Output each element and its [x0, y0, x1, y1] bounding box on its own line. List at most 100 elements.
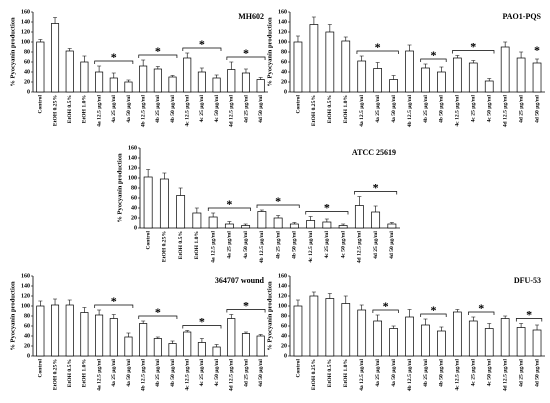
bracket [420, 313, 447, 317]
bar [325, 298, 335, 357]
bar [241, 72, 250, 93]
significance-star: * [226, 197, 232, 211]
y-tick-label: 20 [24, 343, 30, 349]
y-tick-label: 120 [278, 293, 287, 299]
error-bar [141, 320, 146, 324]
y-tick-label: 0 [27, 353, 30, 359]
y-tick-label: 60 [24, 59, 30, 65]
x-tick-label: 4d 50 μg/ml [534, 359, 540, 387]
error-bar [229, 61, 234, 70]
bar [109, 77, 118, 93]
y-tick-label: 160 [278, 9, 287, 15]
x-tick-label: EtOH 1.0% [343, 95, 349, 124]
error-bar [295, 299, 300, 306]
x-tick-label: EtOH 0.25% [162, 231, 168, 262]
bar [273, 217, 283, 229]
x-tick-label: 4a 50 μg/ml [391, 359, 397, 387]
bar [453, 311, 462, 357]
bar [65, 304, 74, 357]
bracket [94, 304, 134, 308]
significance-star: * [324, 200, 330, 214]
x-tick-label: 4c 50 μg/ml [214, 359, 220, 387]
y-tick-label: 100 [21, 39, 30, 45]
significance-star: * [383, 299, 389, 313]
error-bar [243, 223, 248, 226]
bar [212, 77, 221, 93]
x-tick-label: 4c 25 μg/ml [324, 231, 330, 259]
x-tick-label: 4c 25 μg/ml [471, 359, 477, 387]
bar [153, 338, 162, 357]
error-bar [111, 314, 116, 319]
x-tick-label: 4c 25 μg/ml [199, 359, 205, 387]
error-bar [455, 55, 460, 58]
x-tick-label: 4d 12.5 μg/ml [502, 359, 508, 392]
bar [208, 216, 218, 229]
x-tick-label: 4b 25 μg/ml [275, 231, 281, 259]
error-bar [471, 60, 476, 63]
significance-star: * [534, 43, 540, 57]
bar [516, 327, 526, 357]
error-bar [97, 65, 102, 72]
y-axis-label: % Pyocyanin production [116, 153, 123, 223]
significance-star: * [243, 298, 249, 312]
error-bar [359, 304, 364, 310]
error-bar [391, 325, 396, 329]
bar [309, 295, 319, 357]
error-bar [229, 314, 234, 319]
bar [516, 57, 526, 93]
bar [500, 46, 510, 93]
error-bar [519, 51, 524, 58]
bar [341, 303, 351, 357]
x-tick-label: 4b 50 μg/ml [170, 359, 176, 387]
bracket [226, 56, 266, 60]
error-bar [53, 17, 58, 24]
x-tick-label: 4a 12.5 μg/ml [96, 359, 102, 391]
x-tick-label: 4c 12.5 μg/ml [308, 231, 314, 263]
error-bar [67, 299, 72, 305]
bar [453, 57, 462, 93]
panel-title: PAO1-PQS [502, 12, 541, 21]
bar [65, 50, 74, 93]
x-tick-label: 4d 50 μg/ml [389, 231, 395, 259]
y-tick-label: 160 [21, 273, 30, 279]
bar [306, 220, 316, 229]
error-bar [373, 205, 378, 212]
significance-star: * [430, 303, 436, 317]
bar [500, 318, 510, 357]
y-tick-label: 0 [284, 89, 287, 95]
bracket [94, 60, 134, 64]
x-tick-label: 4b 50 μg/ml [170, 95, 176, 123]
bar [371, 211, 381, 229]
y-tick-label: 20 [24, 79, 30, 85]
bar [95, 314, 104, 357]
x-tick-label: 4d 25 μg/ml [243, 359, 249, 387]
error-bar [455, 309, 460, 312]
x-tick-label: 4a 50 μg/ml [126, 359, 132, 387]
bar [389, 79, 398, 93]
bracket [305, 211, 349, 215]
y-axis-label: % Pyocyanin production [9, 17, 16, 87]
y-tick-label: 140 [21, 19, 30, 25]
panel-title: 364707 wound [215, 276, 265, 285]
panel-title: DFU-53 [514, 276, 541, 285]
error-bar [327, 24, 332, 32]
bar [227, 69, 236, 93]
x-tick-label: 4d 25 μg/ml [373, 231, 379, 259]
x-tick-label: EtOH 0.25% [52, 359, 58, 390]
error-bar [324, 218, 329, 222]
x-tick-label: 4d 50 μg/ml [534, 95, 540, 123]
bar [168, 343, 177, 357]
x-tick-label: 4a 50 μg/ml [391, 95, 397, 123]
x-tick-label: EtOH 0.5% [327, 359, 333, 388]
error-bar [503, 315, 508, 319]
bracket [138, 315, 178, 319]
bar [421, 324, 430, 357]
bar [183, 331, 192, 357]
x-tick-label: 4c 50 μg/ml [487, 95, 493, 123]
bracket [138, 54, 178, 58]
bar [168, 76, 177, 93]
bar [373, 320, 382, 357]
bracket [182, 325, 222, 329]
bar [437, 71, 446, 93]
error-bar [82, 55, 87, 62]
